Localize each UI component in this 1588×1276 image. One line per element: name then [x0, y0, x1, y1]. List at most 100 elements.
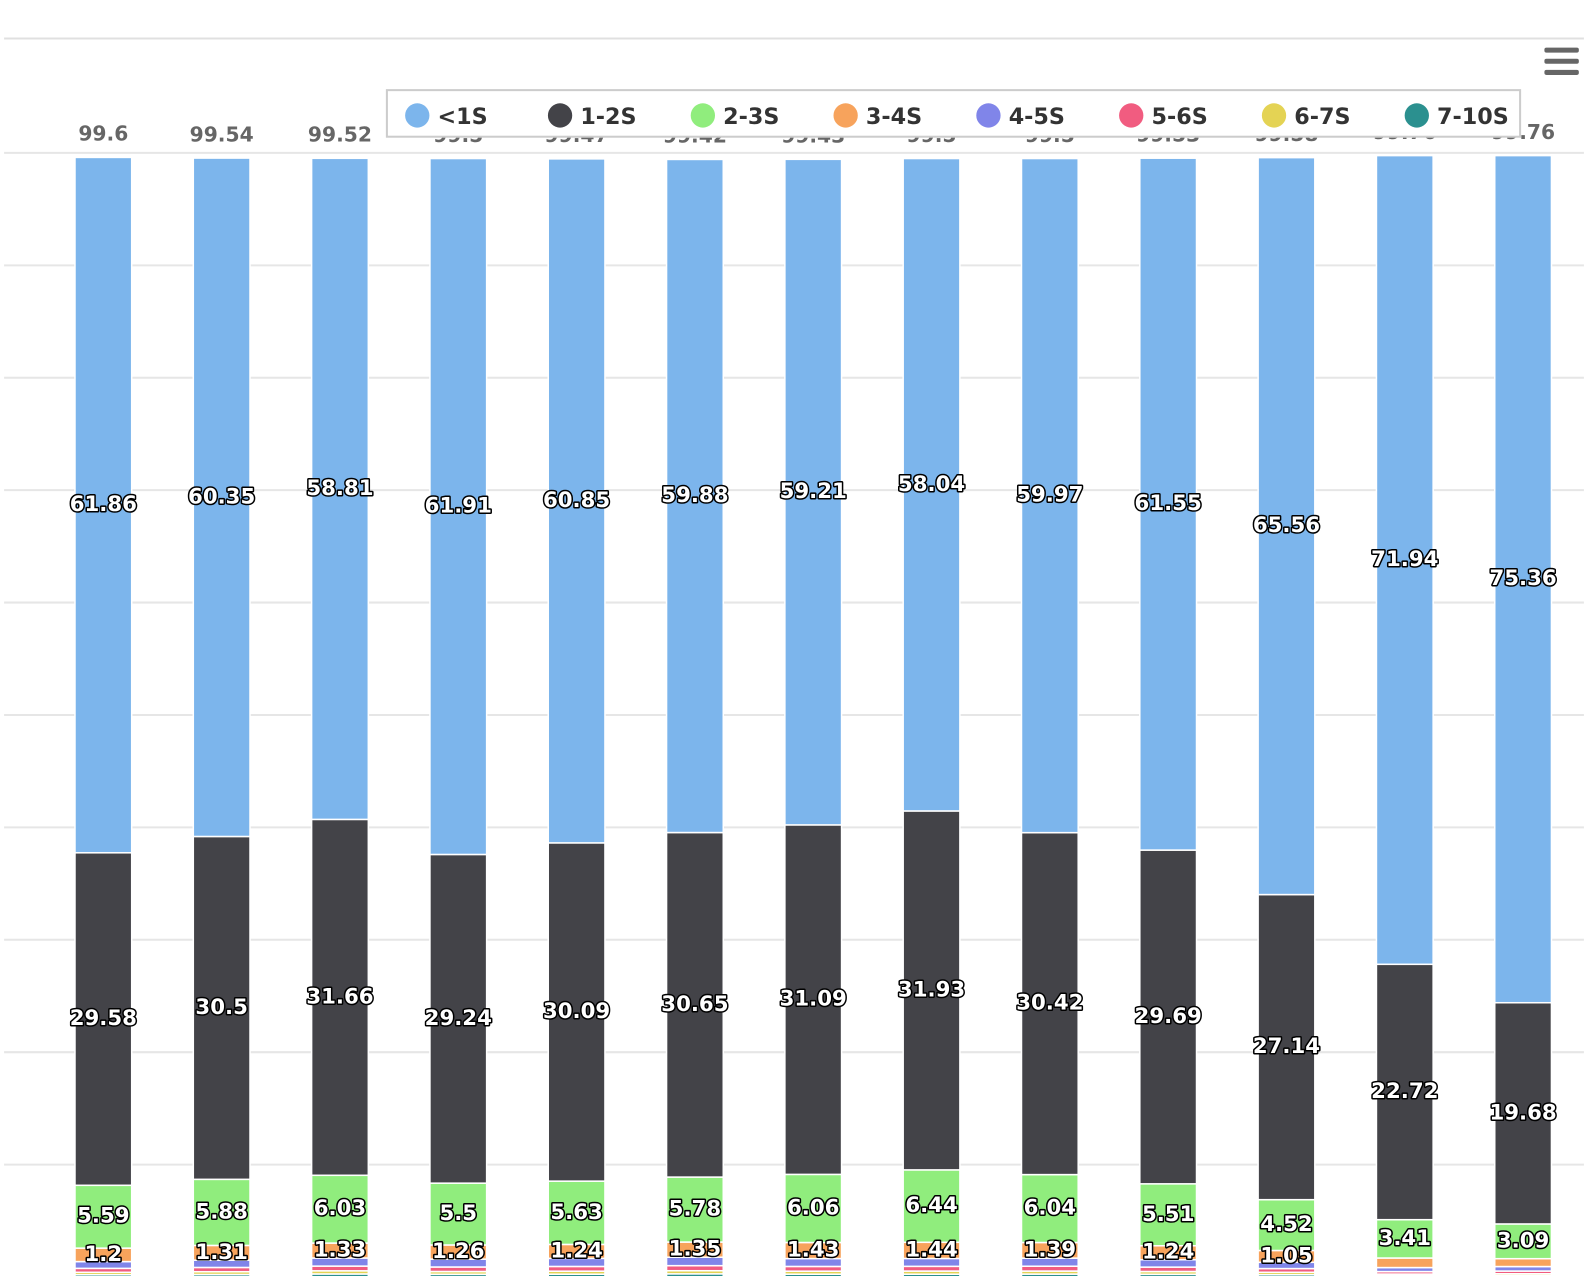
legend-label: 5-6S	[1151, 104, 1207, 130]
data-label: 58.81	[306, 476, 373, 501]
data-label: 61.91	[425, 494, 492, 519]
legend-label: 1-2S	[580, 104, 636, 130]
data-label: 60.85	[543, 488, 610, 513]
legend-item[interactable]: 3-4S	[833, 103, 922, 130]
bar-segment	[1020, 831, 1079, 1176]
legend-item[interactable]: 1-2S	[547, 103, 637, 130]
bar-segment	[192, 157, 251, 838]
bar-segment	[429, 157, 488, 856]
bar-segment	[1139, 849, 1198, 1185]
stack-total-label: 99.54	[190, 122, 254, 146]
menu-bar	[1544, 47, 1579, 53]
bar-segment	[1375, 963, 1434, 1221]
bar-segment	[429, 1182, 488, 1246]
bar-segment	[784, 158, 843, 826]
bar-segment	[74, 852, 133, 1187]
bar-segment	[1375, 154, 1434, 966]
legend-item[interactable]: 5-6S	[1119, 103, 1208, 130]
legend: <1S 1-2S 2-3S 3-4S 4-5S 5-6S 6-7S 7-10S	[385, 89, 1522, 138]
data-label: 5.5	[439, 1201, 477, 1226]
data-label: 29.69	[1135, 1004, 1202, 1029]
bar-segment	[1257, 156, 1316, 896]
data-label: 6.06	[787, 1195, 839, 1220]
bar-segment	[902, 1169, 961, 1244]
data-label: 58.04	[898, 472, 965, 497]
data-label: 30.09	[543, 999, 610, 1024]
data-label: 31.09	[780, 987, 847, 1012]
bar-segment	[665, 158, 725, 834]
bar-segment	[1020, 1173, 1079, 1244]
data-label: 29.58	[70, 1006, 137, 1031]
data-label: 1.26	[432, 1239, 484, 1264]
bar-segment	[1493, 1257, 1553, 1268]
bar-segment	[429, 853, 488, 1184]
legend-label: 3-4S	[866, 104, 922, 130]
legend-item[interactable]: <1S	[405, 103, 488, 130]
legend-item[interactable]: 2-3S	[690, 103, 780, 130]
bar-segment	[1375, 1218, 1434, 1259]
bar-segment	[784, 824, 843, 1176]
data-label: 61.86	[70, 492, 137, 517]
data-label: 1.24	[1142, 1240, 1194, 1265]
data-label: 5.59	[77, 1204, 129, 1229]
legend-item[interactable]: 6-7S	[1261, 103, 1351, 130]
legend-item[interactable]: 7-10S	[1404, 103, 1509, 130]
bar-segment	[1257, 1198, 1316, 1252]
menu-button[interactable]	[1544, 47, 1579, 75]
legend-marker	[1119, 103, 1144, 128]
data-label: 71.94	[1371, 547, 1438, 572]
data-label: 27.14	[1253, 1034, 1320, 1059]
data-label: 30.65	[661, 992, 728, 1017]
legend-marker	[405, 103, 430, 128]
bar-segment	[547, 842, 606, 1182]
data-label: 22.72	[1371, 1079, 1438, 1104]
stack-total-label: 99.52	[308, 123, 372, 147]
data-label: 5.63	[550, 1200, 602, 1225]
legend-marker	[1261, 103, 1287, 128]
bar-segment	[74, 156, 133, 854]
data-label: 59.21	[780, 479, 847, 504]
legend-label: 6-7S	[1294, 104, 1350, 130]
bar-segment	[1139, 157, 1198, 851]
legend-marker	[976, 103, 1001, 128]
data-label: 6.04	[1024, 1196, 1076, 1221]
data-label: 1.44	[905, 1237, 957, 1262]
data-label: 6.03	[314, 1196, 366, 1221]
legend-label: 4-5S	[1009, 104, 1065, 130]
data-label: 5.51	[1142, 1202, 1194, 1227]
bar-segment	[310, 818, 370, 1177]
legend-marker	[833, 103, 858, 128]
legend-label: 2-3S	[723, 104, 779, 130]
data-label: 30.42	[1016, 991, 1083, 1016]
data-label: 3.41	[1379, 1226, 1431, 1251]
bar-segment	[902, 157, 961, 812]
data-label: 60.35	[188, 484, 255, 509]
legend-item[interactable]: 4-5S	[976, 103, 1065, 130]
data-label: 1.39	[1024, 1237, 1076, 1262]
data-label: 29.24	[425, 1006, 492, 1031]
bar-segment	[1020, 157, 1079, 834]
bar-segment	[1375, 1257, 1434, 1269]
legend-label: 7-10S	[1437, 104, 1509, 130]
legend-marker	[547, 103, 573, 128]
data-label: 5.78	[669, 1197, 721, 1222]
menu-bar	[1544, 69, 1579, 75]
data-label: 5.88	[195, 1199, 247, 1224]
bar-segment	[665, 1176, 725, 1243]
legend-marker	[690, 103, 716, 128]
bar-segment	[310, 157, 370, 821]
data-label: 1.35	[669, 1237, 721, 1262]
bar-segment	[1493, 1223, 1553, 1260]
data-label: 1.31	[195, 1240, 247, 1265]
data-label: 31.93	[898, 977, 965, 1002]
bar-segment	[902, 810, 961, 1171]
data-label: 59.97	[1016, 483, 1083, 508]
data-label: 59.88	[661, 483, 728, 508]
data-label: 61.55	[1135, 491, 1202, 516]
data-label: 31.66	[306, 984, 373, 1009]
data-labels: 1.2 5.59 29.58 61.86 99.6 1.31 5.88 30.5 60.35 99…	[68, 120, 1558, 1270]
data-label: 4.52	[1260, 1212, 1312, 1237]
data-label: 30.5	[195, 995, 247, 1020]
data-label: 6.44	[905, 1193, 957, 1218]
